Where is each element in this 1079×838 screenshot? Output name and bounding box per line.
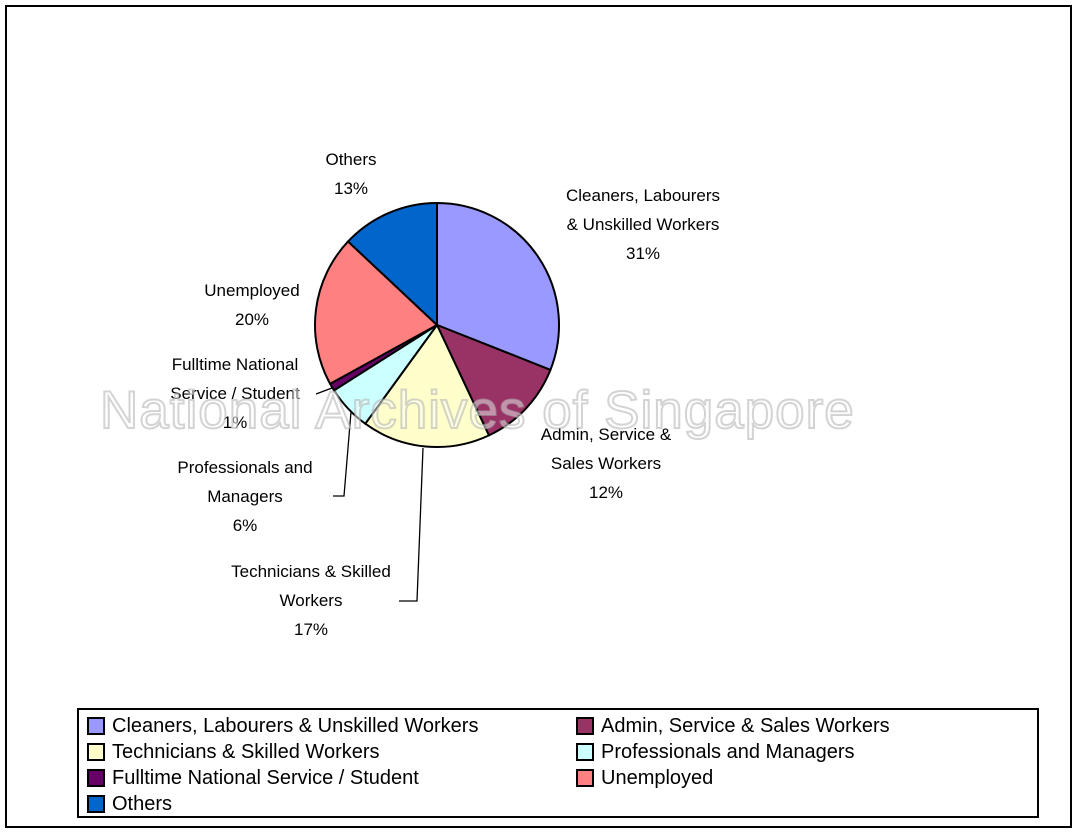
- legend-label-cleaners: Cleaners, Labourers & Unskilled Workers: [112, 715, 479, 737]
- slice-label-line: Technicians & Skilled: [231, 562, 391, 581]
- legend-item-others: Others: [87, 791, 172, 817]
- pie-slice-admin: [436, 324, 552, 437]
- legend-swatch-ns-student: [87, 769, 105, 787]
- slice-label-line: 20%: [234, 310, 270, 329]
- slice-label-line: Admin, Service &: [540, 425, 672, 444]
- legend-label-professionals: Professionals and Managers: [601, 741, 855, 763]
- chart-border: [5, 5, 1072, 828]
- slice-label-line: Sales Workers: [550, 454, 662, 473]
- pie-slices: [314, 202, 560, 448]
- legend-swatch-cleaners: [87, 717, 105, 735]
- legend-item-unemployed: Unemployed: [576, 765, 713, 791]
- slice-label-line: Unemployed: [204, 281, 300, 300]
- slice-label-unemployed: Unemployed 20%: [132, 276, 372, 334]
- leader-line-professionals: [333, 411, 352, 497]
- legend-swatch-technicians: [87, 743, 105, 761]
- slice-label-technicians: Technicians & Skilled Workers 17%: [191, 557, 431, 644]
- slice-label-professionals: Professionals and Managers 6%: [125, 453, 365, 540]
- slice-label-line: 17%: [293, 620, 329, 639]
- legend-label-unemployed: Unemployed: [601, 767, 714, 789]
- legend-item-technicians: Technicians & Skilled Workers: [87, 739, 380, 765]
- legend-label-ns-student: Fulltime National Service / Student: [112, 767, 419, 789]
- legend-swatch-professionals: [576, 743, 594, 761]
- slice-label-line: 12%: [588, 483, 624, 502]
- slice-label-line: 6%: [232, 516, 258, 535]
- slice-label-line: Cleaners, Labourers: [565, 186, 721, 205]
- legend-label-admin: Admin, Service & Sales Workers: [601, 715, 890, 737]
- slice-label-line: Managers: [207, 487, 283, 506]
- legend-item-admin: Admin, Service & Sales Workers: [576, 713, 890, 739]
- slice-label-line: Service / Student: [170, 384, 300, 403]
- pie-slice-others: [347, 202, 438, 326]
- legend-item-ns-student: Fulltime National Service / Student: [87, 765, 419, 791]
- legend-swatch-unemployed: [576, 769, 594, 787]
- slice-label-line: Others: [325, 150, 377, 169]
- slice-label-line: Professionals and: [177, 458, 313, 477]
- slice-label-line: 13%: [333, 179, 369, 198]
- slice-label-admin: Admin, Service & Sales Workers 12%: [486, 420, 726, 507]
- slice-label-line: 31%: [625, 244, 661, 263]
- slice-label-line: Workers: [279, 591, 343, 610]
- legend-swatch-admin: [576, 717, 594, 735]
- slice-label-cleaners: Cleaners, Labourers & Unskilled Workers …: [523, 181, 763, 268]
- slice-label-line: 1%: [222, 413, 248, 432]
- pie-slice-cleaners: [436, 202, 560, 371]
- legend-swatch-others: [87, 795, 105, 813]
- slice-label-line: & Unskilled Workers: [566, 215, 720, 234]
- slice-label-others: Others 13%: [231, 145, 471, 203]
- leader-line-technicians: [399, 447, 424, 602]
- legend-label-others: Others: [112, 793, 173, 815]
- legend-label-technicians: Technicians & Skilled Workers: [112, 741, 380, 763]
- slice-label-ns-student: Fulltime National Service / Student 1%: [115, 350, 355, 437]
- legend: Cleaners, Labourers & Unskilled Workers …: [77, 708, 1039, 818]
- pie-slice-unemployed: [314, 240, 438, 385]
- slice-label-line: Fulltime National: [171, 355, 299, 374]
- legend-item-cleaners: Cleaners, Labourers & Unskilled Workers: [87, 713, 478, 739]
- legend-item-professionals: Professionals and Managers: [576, 739, 854, 765]
- leader-line-ns-student: [315, 387, 333, 395]
- pie-slice-technicians: [364, 324, 490, 448]
